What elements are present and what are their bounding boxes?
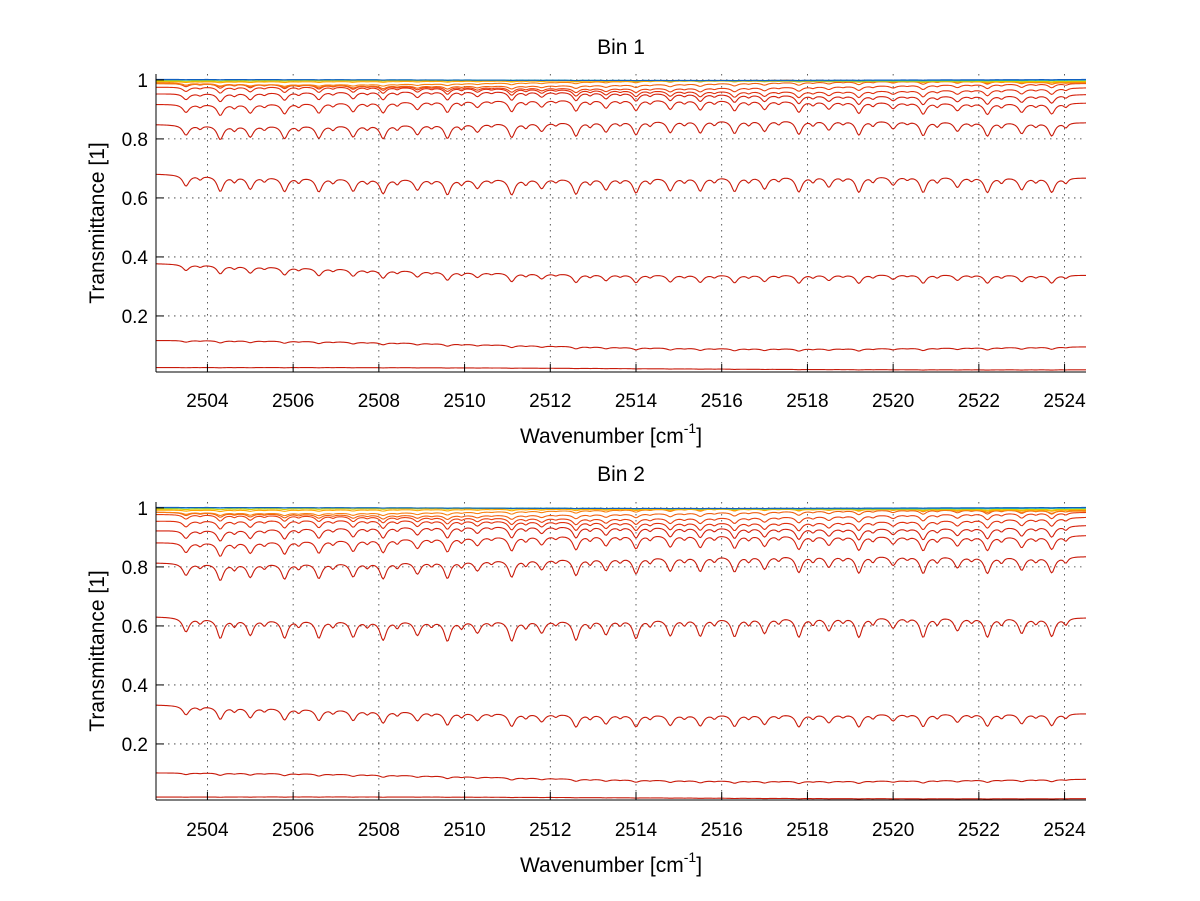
y-tick-label: 0.6: [122, 617, 148, 638]
y-tick-label: 0.4: [122, 248, 149, 269]
spectrum-series-line: [155, 535, 1087, 557]
spectrum-series-line: [155, 509, 1087, 520]
chart-title: Bin 1: [597, 36, 645, 59]
y-tick-label: 0.2: [122, 307, 148, 328]
x-tick-label: 2506: [272, 820, 314, 841]
y-axis-title: Transmittance [1]: [86, 570, 109, 731]
x-tick-label: 2510: [443, 820, 485, 841]
x-tick-label: 2520: [872, 820, 914, 841]
spectrum-series-line: [155, 796, 1087, 800]
spectrum-series-line: [156, 100, 1087, 116]
x-tick-label: 2516: [701, 820, 743, 841]
y-tick-label: 0.4: [122, 676, 149, 697]
spectrum-series-line: [155, 511, 1087, 526]
x-tick-label: 2504: [186, 391, 229, 412]
x-tick-label: 2516: [701, 391, 743, 412]
y-axis-title: Transmittance [1]: [86, 142, 109, 303]
spectrum-series-line: [155, 516, 1087, 532]
x-tick-label: 2504: [186, 820, 229, 841]
x-tick-label: 2524: [1043, 391, 1086, 412]
x-tick-label: 2520: [872, 391, 914, 412]
x-tick-label: 2508: [358, 391, 400, 412]
spectrum-series-line: [155, 121, 1087, 140]
spectrum-series-line: [156, 367, 1086, 371]
y-tick-label: 0.6: [122, 189, 148, 210]
x-tick-label: 2518: [786, 820, 828, 841]
spectrum-series-line: [156, 772, 1087, 785]
x-tick-label: 2506: [272, 391, 314, 412]
x-tick-label: 2524: [1043, 820, 1086, 841]
x-axis-title: Wavenumber [cm-1]: [520, 849, 702, 877]
x-tick-label: 2512: [529, 391, 571, 412]
spectrum-series-line: [155, 173, 1086, 196]
chart-title: Bin 2: [597, 463, 645, 486]
subplot-bin-1: 2504 2506 2508 2510 2512 2514 2516 2518 2520 2522…: [86, 36, 1086, 448]
spectrum-series-line: [155, 86, 1087, 99]
x-tick-label: 2514: [615, 391, 658, 412]
x-axis-title: Wavenumber [cm-1]: [520, 420, 702, 448]
spectrum-series-line: [156, 78, 1086, 82]
spectrum-series-line: [155, 91, 1087, 106]
spectrum-series-line: [155, 525, 1087, 542]
y-tick-label: 1: [137, 499, 148, 520]
x-tick-label: 2508: [358, 820, 400, 841]
x-tick-label: 2522: [958, 820, 1000, 841]
spectrum-series-line: [155, 556, 1087, 581]
y-tick-label: 0.8: [122, 130, 148, 151]
y-tick-label: 1: [137, 71, 148, 92]
x-tick-label: 2512: [529, 820, 571, 841]
spectrum-series-line: [155, 704, 1087, 728]
x-tick-label: 2514: [615, 820, 658, 841]
spectrum-series-line: [155, 263, 1086, 284]
spectrum-series-line: [156, 506, 1086, 510]
y-tick-label: 0.2: [122, 735, 148, 756]
spectrum-series-line: [156, 340, 1087, 352]
y-tick-label: 0.8: [122, 558, 148, 579]
subplot-bin-2: 2504 2506 2508 2510 2512 2514 2516 2518 2520 2522…: [86, 463, 1086, 877]
spectrum-series-line: [155, 616, 1087, 642]
x-tick-label: 2522: [958, 391, 1000, 412]
x-tick-label: 2510: [443, 391, 485, 412]
x-tick-label: 2518: [786, 391, 828, 412]
